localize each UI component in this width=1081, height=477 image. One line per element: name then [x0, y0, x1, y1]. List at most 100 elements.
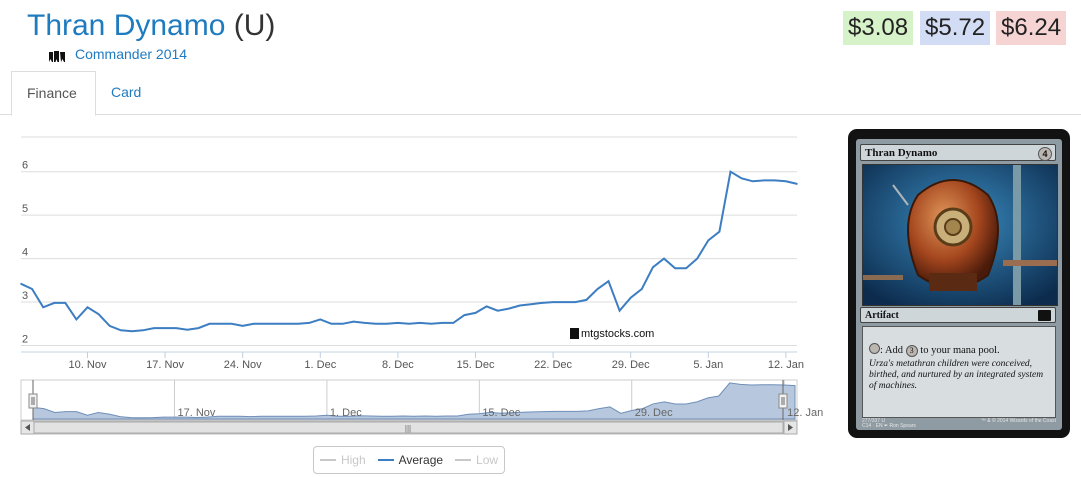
- average-point: [142, 330, 144, 332]
- navigator-tick-label: 12. Jan: [787, 407, 823, 419]
- navigator-tick-label: 29. Dec: [635, 407, 673, 419]
- set-row: Commander 2014: [48, 45, 187, 63]
- average-point: [397, 322, 399, 324]
- average-point: [297, 323, 299, 325]
- average-price-badge: $5.72: [920, 11, 990, 45]
- card-rules-text: : Add 3 to your mana pool.: [869, 343, 1049, 357]
- card-image-namebar: Thran Dynamo 4: [860, 144, 1056, 161]
- x-axis-labels: 10. Nov 17. Nov 24. Nov 1. Dec 8. Dec 15. Dec…: [69, 359, 804, 371]
- average-point: [752, 181, 754, 183]
- legend-label-average: Average: [399, 453, 443, 467]
- y-tick-label: 2: [22, 333, 28, 345]
- average-point: [486, 306, 488, 308]
- average-point: [663, 258, 665, 260]
- card-image-typebar: Artifact: [860, 307, 1056, 323]
- average-point: [453, 322, 455, 324]
- average-point: [608, 280, 610, 282]
- average-point: [563, 301, 565, 303]
- x-tick-label: 1. Dec: [304, 359, 336, 371]
- average-point: [20, 283, 22, 285]
- tab-bar: Finance Card: [0, 71, 1081, 115]
- average-point: [175, 327, 177, 329]
- x-tick-label: 5. Jan: [693, 359, 723, 371]
- navigator-area: [33, 383, 795, 419]
- average-point: [763, 180, 765, 182]
- navigator-left-handle[interactable]: [29, 394, 37, 408]
- x-tick-label: 15. Dec: [457, 359, 495, 371]
- tab-finance[interactable]: Finance: [11, 71, 96, 116]
- average-point: [696, 258, 698, 260]
- rule-suffix: to your mana pool.: [920, 345, 999, 356]
- average-price-line: [21, 172, 797, 332]
- average-point: [153, 327, 155, 329]
- card-image-footer: 277/337 U C14 · EN ✒ Ron Spears ™ & © 20…: [862, 419, 1056, 429]
- tap-symbol-icon: [869, 343, 880, 354]
- x-tick-label: 8. Dec: [382, 359, 414, 371]
- average-point: [552, 301, 554, 303]
- tab-card[interactable]: Card: [96, 71, 156, 113]
- high-price-badge: $6.24: [996, 11, 1066, 45]
- watermark-logo-icon: [570, 328, 579, 339]
- y-gridlines: [21, 137, 797, 352]
- legend-item-low[interactable]: Low: [455, 453, 498, 467]
- average-point: [331, 323, 333, 325]
- average-data-points: [20, 171, 798, 332]
- average-point: [619, 310, 621, 312]
- navigator-tick-label: 17. Nov: [178, 407, 216, 419]
- card-artwork: [862, 164, 1058, 306]
- set-name-link[interactable]: Commander 2014: [75, 46, 187, 62]
- legend-item-high[interactable]: High: [320, 453, 366, 467]
- average-point: [674, 267, 676, 269]
- average-point: [719, 231, 721, 233]
- average-point: [275, 323, 277, 325]
- chart-legend: High Average Low: [313, 446, 505, 474]
- rule-prefix: : Add: [880, 345, 903, 356]
- average-point: [630, 297, 632, 299]
- y-tick-label: 6: [22, 160, 28, 172]
- average-point: [42, 307, 44, 309]
- card-image-textbox: : Add 3 to your mana pool. Urza's metath…: [862, 326, 1056, 418]
- scrollbar-grip: |||: [405, 424, 411, 433]
- x-tick-label: 24. Nov: [224, 359, 262, 371]
- legend-swatch: [455, 459, 471, 461]
- x-tick-label: 29. Dec: [612, 359, 650, 371]
- average-point: [320, 319, 322, 321]
- card-image-name: Thran Dynamo: [865, 147, 937, 159]
- watermark-text: mtgstocks.com: [581, 328, 654, 340]
- average-point: [65, 302, 67, 304]
- y-tick-label: 3: [22, 290, 28, 302]
- navigator-tick-label: 1. Dec: [330, 407, 362, 419]
- average-point: [530, 303, 532, 305]
- average-point: [497, 310, 499, 312]
- average-point: [253, 323, 255, 325]
- average-point: [597, 288, 599, 290]
- average-point: [652, 267, 654, 269]
- average-point: [198, 327, 200, 329]
- average-point: [109, 325, 111, 327]
- average-point: [641, 288, 643, 290]
- legend-swatch: [320, 459, 336, 461]
- mana-cost-icon: 4: [1038, 147, 1052, 161]
- average-point: [131, 330, 133, 332]
- navigator-right-handle[interactable]: [779, 394, 787, 408]
- average-point: [708, 240, 710, 242]
- card-name-link[interactable]: Thran Dynamo: [27, 9, 225, 42]
- average-point: [541, 302, 543, 304]
- average-point: [408, 323, 410, 325]
- average-point: [209, 323, 211, 325]
- average-point: [575, 301, 577, 303]
- average-point: [442, 322, 444, 324]
- average-point: [353, 321, 355, 323]
- average-point: [164, 327, 166, 329]
- legend-item-average[interactable]: Average: [378, 453, 443, 467]
- average-point: [342, 323, 344, 325]
- y-axis-labels: 2 3 4 5 6: [22, 160, 28, 346]
- average-point: [519, 305, 521, 307]
- average-point: [785, 181, 787, 183]
- card-image[interactable]: Thran Dynamo 4: [848, 129, 1070, 438]
- x-tick-label: 10. Nov: [69, 359, 107, 371]
- y-tick-label: 5: [22, 203, 28, 215]
- average-point: [419, 322, 421, 324]
- x-tick-label: 22. Dec: [534, 359, 572, 371]
